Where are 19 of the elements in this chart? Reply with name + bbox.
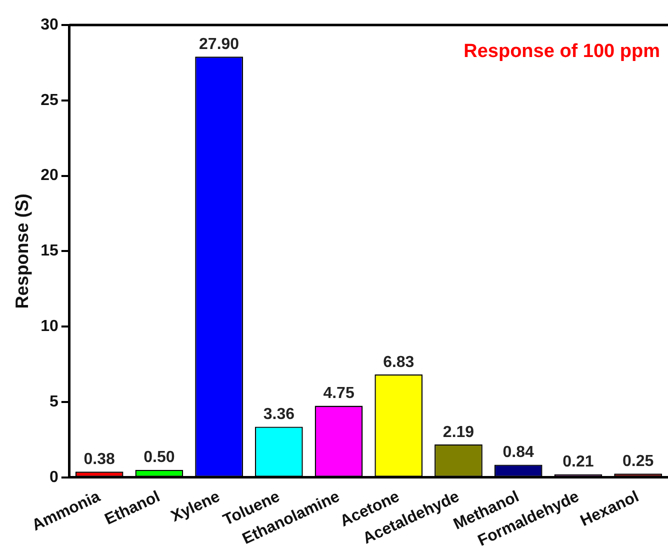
data-label: 6.83	[383, 354, 414, 371]
data-label: 0.84	[502, 444, 534, 462]
y-tick-label: 5	[49, 393, 58, 410]
data-label: 3.36	[263, 406, 295, 424]
y-tick-label: 25	[40, 92, 58, 109]
y-tick-label: 15	[40, 242, 58, 260]
data-label: 2.19	[442, 424, 474, 441]
y-tick-label: 20	[40, 167, 58, 184]
y-tick-label: 30	[40, 16, 58, 34]
data-label: 0.25	[622, 453, 654, 470]
data-label: 0.38	[84, 451, 115, 468]
data-label: 0.21	[562, 454, 594, 471]
data-label: 0.50	[144, 449, 175, 466]
annotation: Response of 100 ppm	[464, 41, 660, 62]
data-label: 27.90	[199, 36, 240, 54]
y-axis-title: Response (S)	[12, 194, 32, 309]
y-tick-label: 0	[49, 468, 58, 486]
data-label: 4.75	[323, 385, 354, 402]
y-tick-label: 10	[40, 318, 58, 335]
